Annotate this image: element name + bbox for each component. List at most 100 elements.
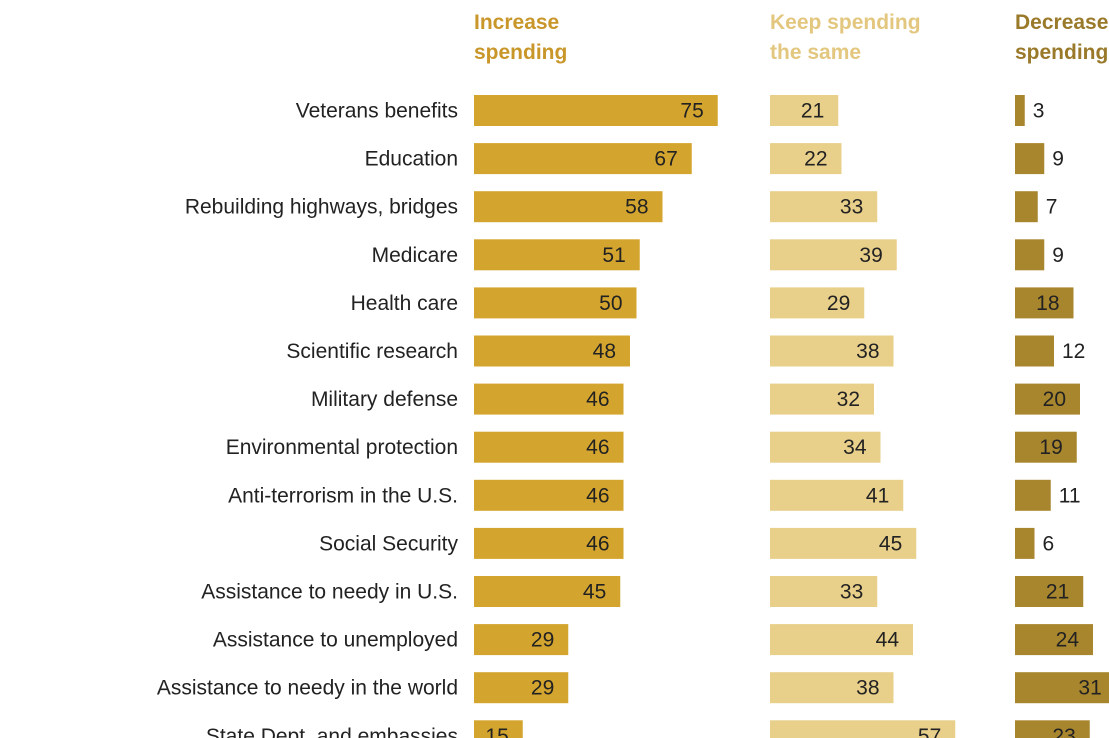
category-label: Military defense	[311, 388, 458, 411]
bar-increase-spending	[474, 95, 718, 126]
data-label: 46	[586, 436, 609, 459]
data-label: 9	[1052, 244, 1064, 267]
bar-decrease-spending	[1015, 720, 1090, 738]
category-label: Assistance to unemployed	[213, 629, 458, 652]
data-label: 31	[1078, 677, 1101, 700]
bar-keep-spending-the-same	[770, 624, 913, 656]
bar-increase-spending	[474, 191, 663, 223]
bar-keep-spending-the-same	[770, 720, 956, 738]
data-label: 57	[918, 725, 941, 738]
category-label: Scientific research	[286, 340, 458, 363]
bar-keep-spending-the-same	[770, 287, 865, 319]
bar-decrease-spending	[1015, 191, 1038, 223]
data-label: 46	[586, 484, 609, 507]
bar-increase-spending	[474, 239, 640, 271]
data-label: 21	[1046, 581, 1069, 604]
bar-decrease-spending	[1015, 431, 1077, 463]
category-label: Assistance to needy in the world	[157, 677, 458, 700]
bar-keep-spending-the-same	[770, 239, 897, 271]
bar-decrease-spending	[1015, 335, 1054, 367]
bar-increase-spending	[474, 383, 624, 415]
bar-increase-spending	[474, 527, 624, 559]
data-label: 67	[654, 148, 677, 171]
bar-increase-spending	[474, 335, 630, 367]
bar-decrease-spending	[1015, 479, 1051, 511]
data-label: 24	[1056, 629, 1080, 652]
bar-increase-spending	[474, 576, 621, 607]
data-label: 34	[843, 436, 867, 459]
data-label: 33	[840, 581, 863, 604]
data-label: 29	[531, 629, 554, 652]
bar-decrease-spending	[1015, 287, 1074, 319]
bar-increase-spending	[474, 672, 569, 704]
data-label: 21	[801, 100, 824, 123]
category-label: Medicare	[372, 244, 458, 267]
bar-increase-spending	[474, 287, 637, 319]
data-label: 51	[602, 244, 625, 267]
series-header-2-line-2: the same	[770, 41, 861, 64]
series-header-1-line-1: Increase	[474, 11, 559, 34]
bar-decrease-spending	[1015, 95, 1025, 126]
bar-keep-spending-the-same	[770, 527, 917, 559]
bar-keep-spending-the-same	[770, 191, 878, 223]
data-label: 7	[1046, 196, 1058, 219]
data-label: 58	[625, 196, 648, 219]
data-label: 46	[586, 388, 609, 411]
bar-keep-spending-the-same	[770, 672, 894, 704]
category-label: Anti-terrorism in the U.S.	[228, 484, 458, 507]
bar-increase-spending	[474, 720, 523, 738]
bar-keep-spending-the-same	[770, 479, 904, 511]
bar-increase-spending	[474, 479, 624, 511]
data-label: 6	[1043, 532, 1055, 555]
category-label: Health care	[351, 292, 458, 315]
category-label: State Dept. and embassies	[206, 725, 458, 738]
category-label: Education	[365, 148, 458, 171]
category-label: Assistance to needy in U.S.	[201, 581, 458, 604]
data-label: 38	[856, 677, 879, 700]
data-label: 23	[1052, 725, 1075, 738]
column-headers: Increase spending Keep spending the same Dec…	[474, 11, 1108, 64]
bar-keep-spending-the-same	[770, 383, 874, 415]
bar-decrease-spending	[1015, 383, 1080, 415]
data-label: 50	[599, 292, 622, 315]
bar-keep-spending-the-same	[770, 143, 842, 175]
data-label: 41	[866, 484, 889, 507]
bar-keep-spending-the-same	[770, 95, 839, 126]
data-label: 39	[859, 244, 882, 267]
data-label: 20	[1043, 388, 1066, 411]
category-label: Veterans benefits	[296, 100, 458, 123]
bar-decrease-spending	[1015, 672, 1109, 704]
data-label: 22	[804, 148, 827, 171]
data-label: 38	[856, 340, 879, 363]
data-label: 29	[827, 292, 850, 315]
series-header-3-line-1: Decrease	[1015, 11, 1108, 34]
series-header-1-line-2: spending	[474, 41, 567, 64]
data-label: 33	[840, 196, 863, 219]
data-label: 45	[583, 581, 606, 604]
bar-keep-spending-the-same	[770, 335, 894, 367]
data-label: 46	[586, 532, 609, 555]
bar-increase-spending	[474, 624, 569, 656]
bar-decrease-spending	[1015, 239, 1045, 271]
data-label: 3	[1033, 100, 1045, 123]
bar-keep-spending-the-same	[770, 431, 881, 463]
data-label: 12	[1062, 340, 1085, 363]
bar-keep-spending-the-same	[770, 576, 878, 607]
data-label: 15	[485, 725, 508, 738]
data-label: 19	[1039, 436, 1062, 459]
bar-decrease-spending	[1015, 624, 1093, 656]
data-label: 75	[680, 100, 703, 123]
category-label: Environmental protection	[226, 436, 458, 459]
data-label: 44	[876, 629, 900, 652]
data-label: 18	[1036, 292, 1059, 315]
data-label: 48	[593, 340, 616, 363]
category-label: Social Security	[319, 532, 458, 555]
data-label: 45	[879, 532, 902, 555]
category-label: Rebuilding highways, bridges	[185, 196, 458, 219]
data-label: 9	[1052, 148, 1064, 171]
data-label: 11	[1059, 484, 1081, 507]
data-label: 32	[837, 388, 860, 411]
series-header-3-line-2: spending	[1015, 41, 1108, 64]
